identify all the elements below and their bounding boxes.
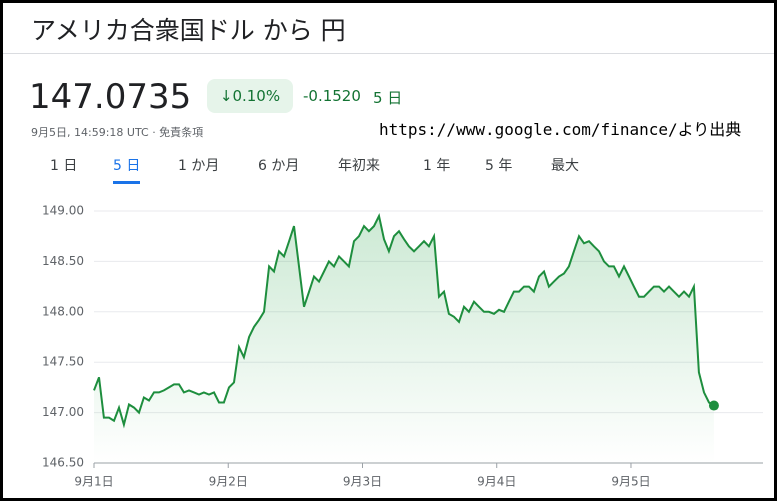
y-tick-label: 147.00	[42, 405, 84, 419]
y-tick-label: 148.50	[42, 254, 84, 268]
y-tick-label: 146.50	[42, 456, 84, 470]
x-tick-label: 9月5日	[611, 475, 650, 489]
tab[interactable]: 年初来	[338, 158, 380, 174]
x-tick-label: 9月3日	[343, 475, 382, 489]
x-tick-label: 9月1日	[74, 475, 113, 489]
y-tick-label: 147.50	[42, 355, 84, 369]
x-tick-label: 9月4日	[477, 475, 516, 489]
tab[interactable]: 5 日	[113, 155, 141, 184]
tab[interactable]: 最大	[551, 158, 579, 174]
tab[interactable]: 1 日	[50, 158, 78, 174]
y-tick-label: 149.00	[42, 204, 84, 218]
tab[interactable]: 5 年	[485, 158, 513, 174]
price-line	[93, 212, 715, 429]
y-tick-label: 148.00	[42, 304, 84, 318]
change: -0.1520	[303, 87, 361, 105]
change-badge: ↓0.10%	[207, 79, 293, 113]
x-tick-label: 9月2日	[209, 475, 248, 489]
title: アメリカ合衆国ドル から 円	[31, 16, 346, 45]
tab[interactable]: 1 年	[423, 158, 451, 174]
timestamp: 9月5日, 14:59:18 UTC · 免責条項	[31, 126, 204, 139]
price: 147.0735	[29, 77, 192, 117]
area-fill	[94, 216, 714, 463]
separator	[3, 53, 774, 54]
source: https://www.google.com/finance/より出典	[379, 120, 742, 139]
tab[interactable]: 1 か月	[178, 158, 220, 174]
period: 5 日	[373, 89, 403, 107]
tab[interactable]: 6 か月	[258, 158, 300, 174]
chart: 146.50 147.00 147.50 148.00 148.50 149.00 9月1日…	[42, 204, 763, 489]
last-point	[708, 400, 719, 411]
